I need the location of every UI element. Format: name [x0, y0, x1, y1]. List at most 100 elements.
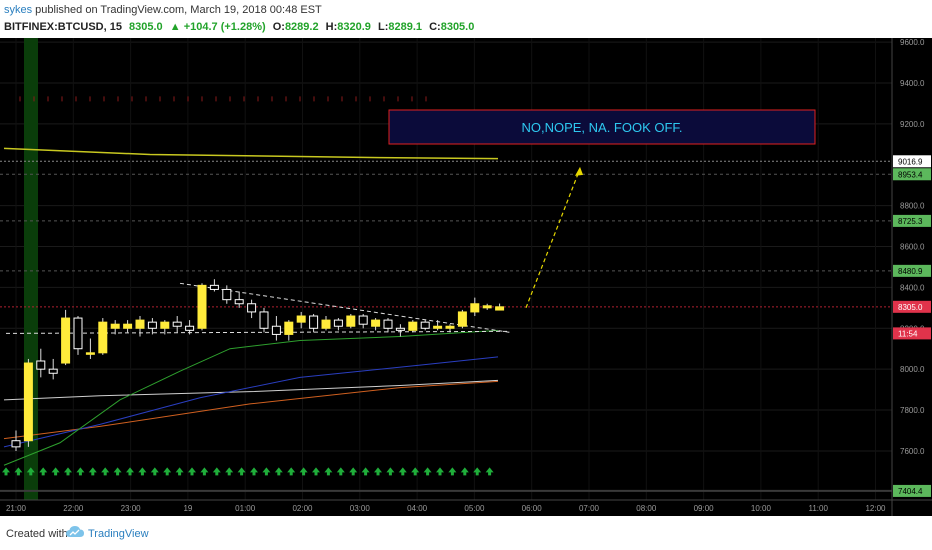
moving-average-green: [3, 329, 499, 466]
x-tick-label: 11:00: [808, 504, 828, 513]
price-tag-label: 7404.4: [898, 487, 923, 496]
x-tick-label: 04:00: [407, 504, 428, 513]
annotation-rect[interactable]: [388, 109, 816, 145]
price-change: ▲ +104.7 (+1.28%): [169, 21, 266, 33]
buy-arrow-icon: [2, 467, 10, 476]
tradingview-link[interactable]: TradingView: [88, 528, 149, 540]
x-tick-label: 21:00: [6, 504, 27, 513]
projection-arrow-line: [525, 168, 581, 309]
y-tick-label: 7600.0: [900, 447, 925, 456]
x-tick-label: 02:00: [292, 504, 313, 513]
buy-arrow-icon: [374, 467, 382, 476]
buy-arrow-icon: [274, 467, 283, 476]
candle-body: [222, 288, 232, 301]
low-label: L:: [377, 21, 389, 33]
price-tag-bg: [893, 264, 931, 277]
ohlc-line: BITFINEX:BTCUSD, 15 8305.0 ▲ +104.7 (+1.…: [4, 21, 478, 33]
buy-arrow-icon: [138, 467, 147, 476]
buy-arrow-icon: [423, 467, 432, 476]
x-tick-label: 06:00: [522, 504, 543, 513]
candle-body: [296, 315, 306, 323]
candle-body: [383, 319, 393, 329]
buy-arrow-icon: [448, 467, 457, 476]
author-link[interactable]: sykes: [4, 4, 33, 16]
candle-body: [61, 317, 71, 364]
candle-body: [209, 284, 219, 290]
symbol-label[interactable]: BITFINEX:BTCUSD, 15: [4, 21, 122, 33]
candle-body: [36, 360, 46, 370]
candle-body: [11, 440, 21, 448]
buy-arrow-icon: [101, 467, 110, 476]
close-value: 8305.0: [440, 21, 475, 33]
candle-body: [482, 305, 492, 309]
buy-arrow-icon: [485, 467, 494, 476]
x-tick-label: 05:00: [464, 504, 485, 513]
buy-arrow-icon: [398, 467, 407, 476]
candle-body: [457, 311, 467, 327]
candle-body: [197, 284, 207, 329]
candle-body: [172, 321, 182, 327]
published-text: published on TradingView.com, March 19, …: [32, 4, 322, 16]
buy-arrow-icon: [64, 467, 72, 476]
buy-arrow-icon: [51, 467, 60, 476]
y-tick-label: 7800.0: [900, 406, 925, 415]
y-tick-label: 8800.0: [900, 202, 925, 211]
buy-arrow-icon: [349, 467, 358, 476]
buy-arrow-icon: [361, 467, 370, 476]
candle-body: [247, 303, 257, 313]
candle-body: [98, 321, 108, 354]
price-tag-bg: [893, 484, 931, 497]
candle-body: [135, 319, 145, 329]
candle-body: [495, 306, 505, 311]
y-tick-label: 9200.0: [900, 120, 925, 129]
x-tick-label: 03:00: [350, 504, 371, 513]
buy-arrow-icon: [150, 467, 159, 476]
x-tick-label: 01:00: [235, 504, 256, 513]
candle-body: [160, 321, 170, 329]
grid-lines: [0, 38, 892, 500]
buy-arrow-icon: [324, 467, 333, 476]
buy-arrow-icon: [250, 467, 258, 476]
candle-body: [110, 323, 120, 329]
buy-arrow-icon: [14, 467, 23, 476]
candle-body: [271, 325, 281, 335]
y-tick-label: 8400.0: [900, 283, 925, 292]
x-tick-label: 19: [183, 504, 192, 513]
annotation-text: NO,NOPE, NA. FOOK OFF.: [521, 120, 682, 135]
buy-arrow-icon: [212, 467, 221, 476]
y-tick-label: 9600.0: [900, 38, 925, 47]
candle-body: [48, 368, 58, 374]
candle-body: [445, 325, 455, 329]
chart-area[interactable]: 7600.07800.08000.08200.08400.08600.08800…: [0, 38, 932, 516]
candle-body: [470, 303, 480, 313]
buy-arrow-icon: [411, 467, 420, 476]
projection-arrow-head: [575, 166, 583, 176]
open-label: O:: [272, 21, 285, 33]
candle-body: [259, 311, 269, 329]
candle-body: [85, 352, 95, 355]
buy-arrow-icon: [436, 467, 444, 476]
publish-line: sykes published on TradingView.com, Marc…: [4, 4, 322, 16]
price-tag-label: 11:54: [898, 329, 918, 338]
price-chart[interactable]: 7600.07800.08000.08200.08400.08600.08800…: [0, 38, 932, 516]
annotation-box[interactable]: NO,NOPE, NA. FOOK OFF.: [388, 109, 816, 145]
moving-average-yellow: [3, 147, 499, 160]
buy-arrow-icon: [237, 467, 246, 476]
buy-arrow-icon: [336, 467, 345, 476]
candle-body: [284, 321, 294, 335]
price-tag-bg: [893, 300, 931, 313]
price-axis-panel: [892, 38, 932, 516]
candle-body: [433, 325, 443, 329]
buy-arrow-icon: [473, 467, 482, 476]
buy-arrow-icon: [39, 467, 48, 476]
candle-body: [309, 315, 319, 329]
price-tag-bg: [893, 168, 931, 181]
buy-arrow-icon: [113, 467, 122, 476]
x-tick-label: 07:00: [579, 504, 600, 513]
triangle-lower-line: [5, 330, 511, 334]
candle-body: [358, 315, 368, 325]
price-tag-label: 8305.0: [898, 303, 923, 312]
candle-body: [346, 315, 356, 327]
candle-body: [420, 321, 430, 329]
buy-arrow-icon: [299, 467, 308, 476]
